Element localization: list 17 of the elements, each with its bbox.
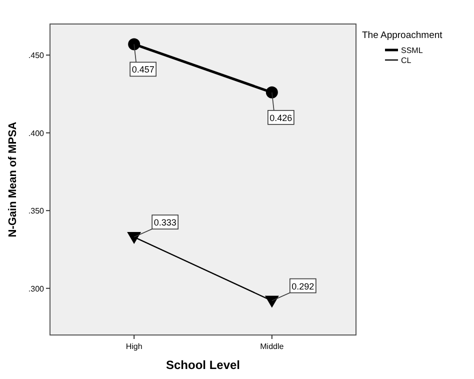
data-label: 0.426 — [270, 112, 292, 123]
y-tick-label: .300 — [28, 284, 45, 294]
legend-label: CL — [401, 56, 412, 65]
legend-label: SSML — [401, 46, 424, 55]
data-label: 0.457 — [132, 64, 154, 75]
point — [266, 86, 278, 98]
y-tick-label: .400 — [28, 128, 45, 138]
x-tick-label: Middle — [260, 342, 284, 351]
legend-title: The Approachment — [362, 30, 443, 41]
data-label: 0.333 — [154, 218, 176, 228]
y-tick-label: .350 — [28, 206, 45, 216]
x-axis-title: School Level — [166, 358, 240, 372]
y-axis-title: N-Gain Mean of MPSA — [7, 122, 19, 238]
y-tick-label: .450 — [28, 51, 45, 60]
data-label: 0.292 — [292, 281, 314, 292]
point — [128, 38, 140, 50]
x-tick-label: High — [126, 342, 142, 351]
